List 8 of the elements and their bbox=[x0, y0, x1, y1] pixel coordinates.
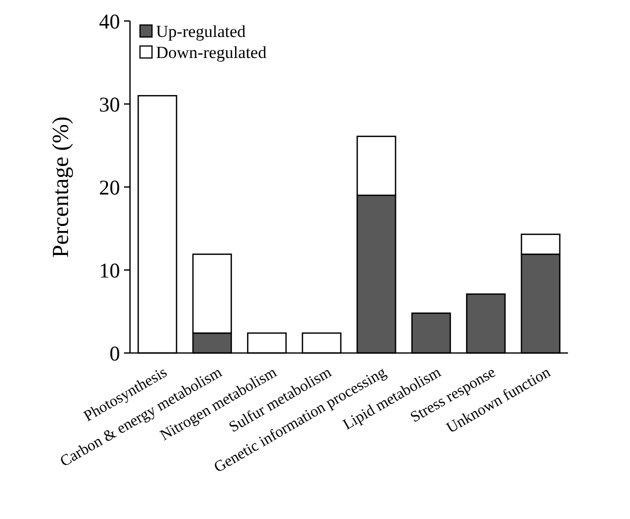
y-tick-label: 30 bbox=[99, 92, 120, 116]
y-tick-label: 20 bbox=[99, 175, 120, 200]
y-axis-title: Percentage (%) bbox=[48, 116, 73, 258]
y-tick-label: 0 bbox=[110, 341, 120, 366]
y-tick-label: 40 bbox=[99, 9, 120, 34]
y-tick-label: 10 bbox=[99, 258, 120, 282]
legend-label: Up-regulated bbox=[156, 22, 246, 41]
legend-label: Down-regulated bbox=[156, 42, 267, 62]
